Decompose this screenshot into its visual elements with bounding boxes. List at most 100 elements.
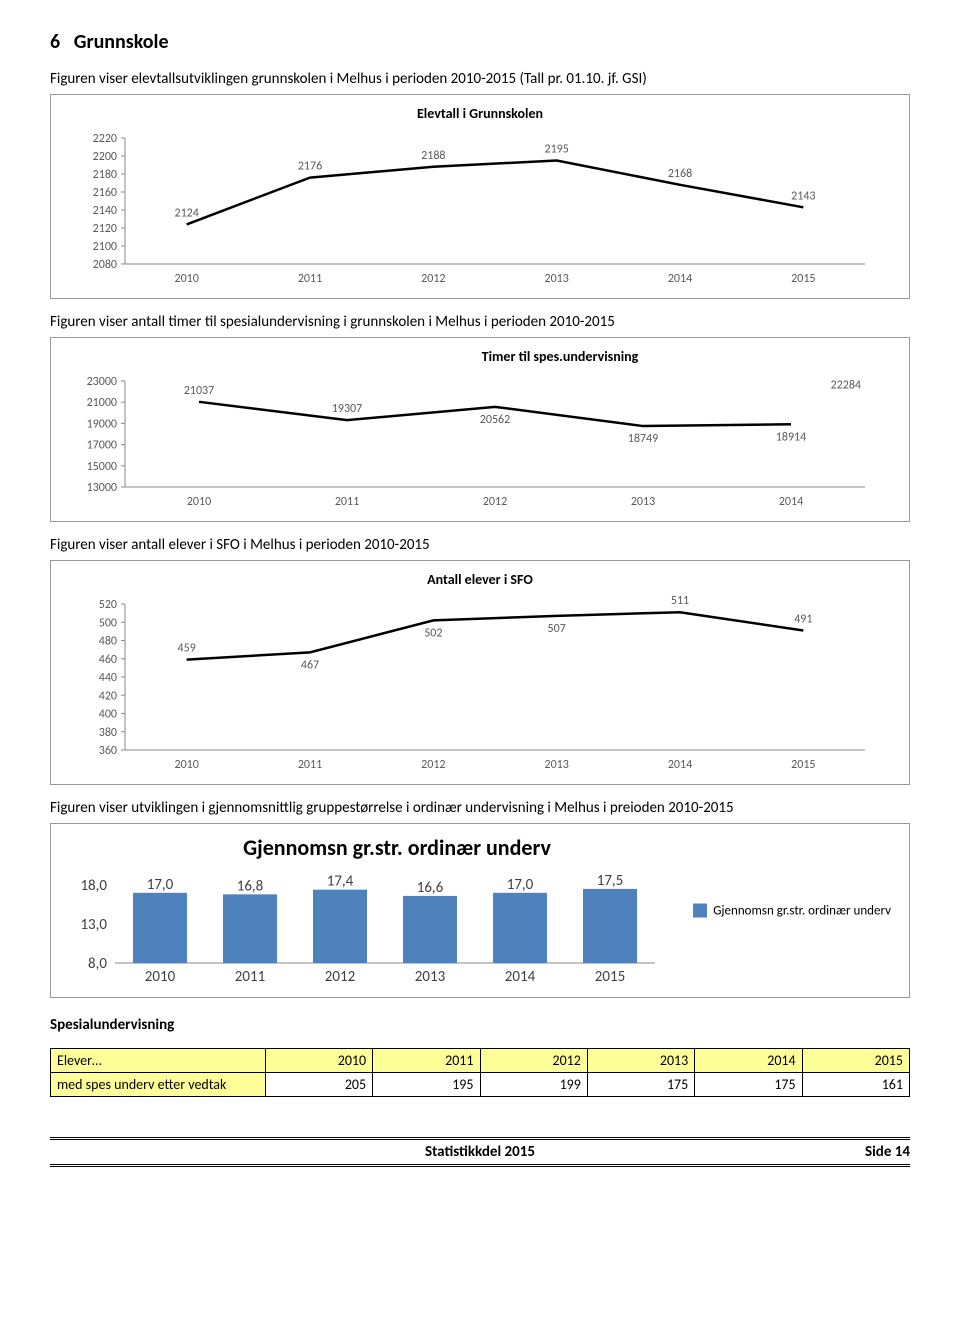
svg-text:2010: 2010	[187, 495, 211, 509]
section-heading: 6 Grunnskole	[50, 30, 910, 54]
svg-text:21037: 21037	[184, 384, 214, 398]
table-header-row: Elever… 2010 2011 2012 2013 2014 2015	[51, 1049, 910, 1073]
svg-text:480: 480	[99, 635, 117, 649]
svg-text:2195: 2195	[545, 143, 569, 157]
legend-label: Gjennomsn gr.str. ordinær underv	[713, 903, 891, 918]
svg-text:17,4: 17,4	[327, 873, 354, 891]
caption-4: Figuren viser utviklingen i gjennomsnitt…	[50, 799, 910, 817]
svg-text:491: 491	[794, 612, 812, 626]
table-title: Spesialundervisning	[50, 1016, 910, 1034]
chart4-legend: Gjennomsn gr.str. ordinær underv	[693, 903, 891, 918]
svg-text:360: 360	[99, 744, 117, 758]
svg-text:507: 507	[548, 622, 566, 636]
svg-text:2011: 2011	[335, 495, 359, 509]
svg-text:17,5: 17,5	[597, 872, 624, 890]
th-2011: 2011	[373, 1049, 480, 1073]
footer-center: Statistikkdel 2015	[425, 1143, 535, 1161]
svg-text:20562: 20562	[480, 413, 510, 427]
svg-text:2140: 2140	[93, 204, 117, 218]
svg-text:2014: 2014	[668, 272, 692, 286]
svg-text:520: 520	[99, 598, 117, 612]
chart2-title: Timer til spes.undervisning	[65, 348, 895, 365]
svg-text:380: 380	[99, 726, 117, 740]
svg-text:467: 467	[301, 658, 319, 672]
svg-text:2080: 2080	[93, 258, 117, 272]
svg-text:2012: 2012	[325, 968, 355, 986]
svg-text:18914: 18914	[776, 430, 806, 444]
chart4-svg: 8,013,018,017,0201016,8201117,4201216,62…	[65, 867, 665, 987]
svg-text:23000: 23000	[87, 375, 117, 389]
svg-text:2176: 2176	[298, 160, 322, 174]
svg-text:2012: 2012	[421, 758, 445, 772]
caption-2: Figuren viser antall timer til spesialun…	[50, 313, 910, 331]
svg-text:2160: 2160	[93, 186, 117, 200]
footer-page: Side 14	[865, 1143, 910, 1161]
legend-swatch	[693, 904, 707, 918]
svg-text:2011: 2011	[235, 968, 265, 986]
svg-text:2011: 2011	[298, 272, 322, 286]
caption-1: Figuren viser elevtallsutviklingen grunn…	[50, 70, 910, 88]
svg-text:18,0: 18,0	[80, 877, 107, 895]
svg-text:2015: 2015	[791, 272, 815, 286]
svg-text:511: 511	[671, 594, 689, 608]
svg-text:2168: 2168	[668, 167, 692, 181]
svg-text:2010: 2010	[175, 758, 199, 772]
chart-timer: Timer til spes.undervisning 13000 15000 17…	[50, 337, 910, 522]
svg-text:2143: 2143	[791, 189, 815, 203]
svg-text:2011: 2011	[298, 758, 322, 772]
chart4-title: Gjennomsn gr.str. ordinær underv	[65, 834, 689, 861]
svg-text:21000: 21000	[87, 396, 117, 410]
svg-text:2014: 2014	[779, 495, 803, 509]
svg-text:2015: 2015	[791, 758, 815, 772]
svg-text:16,8: 16,8	[237, 877, 264, 895]
svg-text:2124: 2124	[175, 206, 199, 220]
svg-text:2013: 2013	[545, 758, 569, 772]
section-title-text: Grunnskole	[74, 30, 169, 54]
svg-text:2010: 2010	[175, 272, 199, 286]
svg-text:13000: 13000	[87, 481, 117, 495]
chart-elevtall: Elevtall i Grunnskolen 20802100212021402…	[50, 94, 910, 299]
svg-text:502: 502	[424, 626, 442, 640]
svg-text:17000: 17000	[87, 439, 117, 453]
td: 175	[587, 1073, 694, 1097]
svg-text:2012: 2012	[483, 495, 507, 509]
th-2010: 2010	[265, 1049, 372, 1073]
svg-text:460: 460	[99, 653, 117, 667]
svg-text:17,0: 17,0	[147, 876, 174, 894]
th-2013: 2013	[587, 1049, 694, 1073]
svg-text:8,0: 8,0	[88, 955, 107, 973]
th-2014: 2014	[695, 1049, 802, 1073]
svg-text:15000: 15000	[87, 460, 117, 474]
svg-text:2014: 2014	[668, 758, 692, 772]
svg-text:19000: 19000	[87, 417, 117, 431]
th-2012: 2012	[480, 1049, 587, 1073]
svg-text:500: 500	[99, 616, 117, 630]
td: 161	[802, 1073, 909, 1097]
chart1-title: Elevtall i Grunnskolen	[65, 105, 895, 122]
page-footer: Statistikkdel 2015 Side 14	[50, 1137, 910, 1167]
svg-text:2100: 2100	[93, 240, 117, 254]
svg-text:2010: 2010	[145, 968, 176, 986]
chart-sfo: Antall elever i SFO 36038040042044046048…	[50, 560, 910, 785]
svg-text:2188: 2188	[421, 149, 445, 163]
caption-3: Figuren viser antall elever i SFO i Melh…	[50, 536, 910, 554]
svg-text:18749: 18749	[628, 432, 658, 446]
svg-text:2013: 2013	[631, 495, 655, 509]
svg-text:19307: 19307	[332, 402, 362, 416]
svg-text:440: 440	[99, 671, 117, 685]
svg-text:2200: 2200	[93, 150, 117, 164]
svg-text:420: 420	[99, 689, 117, 703]
td: 175	[695, 1073, 802, 1097]
chart2-svg: 13000 15000 17000 19000 21000 23000 2010 2011 20…	[65, 371, 885, 511]
chart3-svg: 3603804004204404604805005202010201120122…	[65, 594, 885, 774]
table-row: med spes underv etter vedtak 205 195 199…	[51, 1073, 910, 1097]
svg-text:459: 459	[178, 642, 196, 656]
svg-text:2014: 2014	[505, 968, 536, 986]
svg-text:13,0: 13,0	[80, 916, 107, 934]
svg-text:2015: 2015	[595, 968, 625, 986]
svg-text:2013: 2013	[415, 968, 446, 986]
chart1-svg: 2080210021202140216021802200222020102011…	[65, 128, 885, 288]
section-number: 6	[50, 30, 60, 54]
svg-text:2220: 2220	[93, 132, 117, 146]
row1-label: Elever…	[51, 1049, 266, 1073]
